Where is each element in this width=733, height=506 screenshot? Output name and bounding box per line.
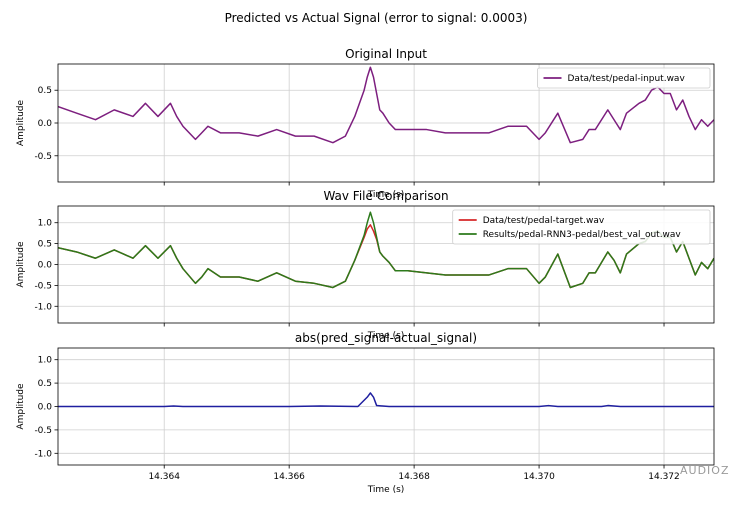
y-tick-label: 0.5 (38, 240, 52, 250)
watermark-text: AUDIOZ (680, 464, 729, 477)
figure-suptitle: Predicted vs Actual Signal (error to sig… (225, 11, 528, 25)
panel-title: Wav File Comparison (323, 189, 448, 203)
x-axis-label: Time (s) (367, 190, 405, 200)
plot-frame (57, 205, 715, 324)
x-axis-label: Time (s) (367, 331, 405, 341)
legend-entry: Data/test/pedal-input.wav (568, 74, 686, 84)
plot-frame (57, 63, 715, 183)
y-axis-label: Amplitude (16, 241, 26, 288)
legend: Data/test/pedal-input.wav (537, 67, 711, 89)
x-tick-label: 14.368 (398, 472, 430, 482)
panel-title: abs(pred_signal-actual_signal) (295, 331, 477, 345)
y-tick-label: -1.0 (34, 302, 52, 312)
y-axis-label: Amplitude (16, 383, 26, 430)
legend-entry: Results/pedal-RNN3-pedal/best_val_out.wa… (483, 230, 682, 240)
legend-box (452, 209, 711, 245)
panel-title: Original Input (345, 47, 427, 61)
y-tick-label: 1.0 (38, 219, 53, 229)
y-tick-label: 0.0 (38, 403, 53, 413)
y-tick-label: 0.0 (38, 261, 53, 271)
y-tick-label: -0.5 (34, 281, 52, 291)
legend-entry: Data/test/pedal-target.wav (483, 216, 605, 226)
series-line-1 (58, 392, 714, 408)
legend-box (537, 67, 711, 89)
y-tick-label: 0.5 (38, 86, 52, 96)
y-tick-label: 0.5 (38, 379, 52, 389)
y-axis-label: Amplitude (16, 99, 26, 146)
x-tick-label: 14.370 (523, 472, 555, 482)
panel-2: 1.0 0.5 0.0 -0.5 -1.0 Wav File Comparison Ampl… (16, 189, 715, 341)
panel-1: 0.5 0.0 -0.5 Original Input Amplitude Time (s… (16, 47, 715, 200)
y-tick-label: 1.0 (38, 356, 53, 366)
legend: Data/test/pedal-target.wav Results/pedal-… (452, 209, 711, 245)
y-tick-label: 0.0 (38, 119, 53, 129)
series-line-1 (58, 66, 714, 144)
panel-3: 1.0 0.5 0.0 -0.5 -1.0 14.364 14.366 14.368 14.37… (16, 331, 715, 495)
x-axis-label: Time (s) (367, 485, 405, 495)
panels: 0.5 0.0 -0.5 Original Input Amplitude Time (s… (16, 47, 715, 495)
x-tick-label: 14.372 (648, 472, 680, 482)
y-tick-label: -0.5 (34, 426, 52, 436)
y-tick-label: -0.5 (34, 152, 52, 162)
y-tick-label: -1.0 (34, 449, 52, 459)
plot-frame (57, 347, 715, 466)
x-tick-label: 14.364 (148, 472, 180, 482)
x-tick-label: 14.366 (273, 472, 305, 482)
